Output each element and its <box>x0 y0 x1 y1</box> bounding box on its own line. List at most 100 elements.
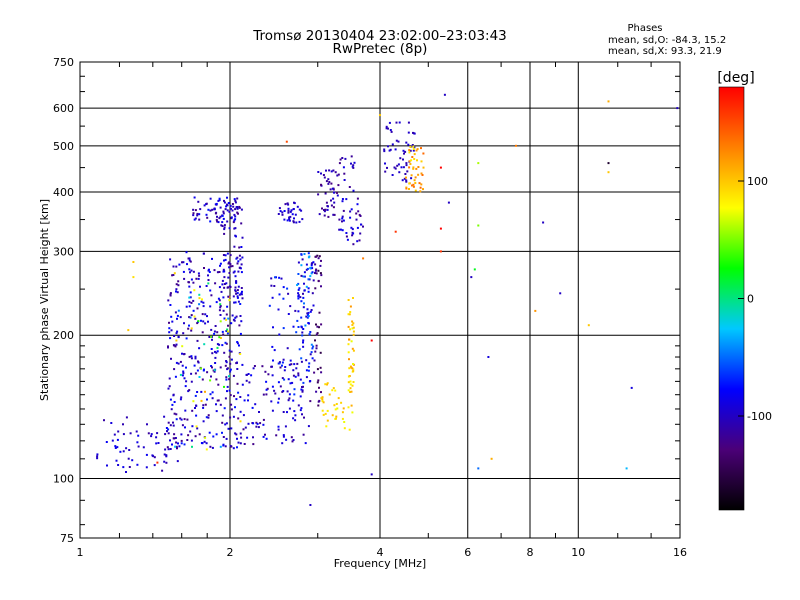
data-point <box>352 349 355 352</box>
data-point <box>337 184 340 187</box>
data-point <box>192 208 195 211</box>
data-point <box>298 348 301 351</box>
data-point <box>197 320 200 323</box>
data-point <box>245 379 248 382</box>
data-point <box>400 166 403 169</box>
data-point <box>407 121 410 124</box>
data-point <box>189 271 191 274</box>
data-point <box>213 370 216 373</box>
data-point <box>362 225 364 228</box>
data-point <box>319 264 322 267</box>
data-point <box>305 268 308 271</box>
data-point <box>407 131 410 134</box>
data-point <box>222 436 225 438</box>
data-point <box>293 217 295 220</box>
data-point <box>278 293 281 296</box>
data-point <box>347 351 350 354</box>
data-point <box>320 172 322 175</box>
data-point <box>240 436 243 439</box>
data-point <box>231 314 234 317</box>
data-point <box>313 359 316 362</box>
data-point <box>221 330 224 333</box>
data-point <box>351 165 354 168</box>
data-point <box>119 450 122 453</box>
data-point <box>559 292 562 295</box>
data-point <box>229 204 232 207</box>
data-point <box>216 350 219 353</box>
data-point <box>278 276 281 279</box>
data-point <box>236 211 239 214</box>
data-point <box>240 208 243 211</box>
data-point <box>168 331 171 334</box>
data-point <box>169 258 172 261</box>
data-point <box>335 417 337 420</box>
data-point <box>397 163 400 166</box>
data-point <box>202 404 205 407</box>
data-point <box>114 445 117 448</box>
data-point <box>225 378 228 381</box>
data-point <box>137 445 140 448</box>
data-point <box>238 205 241 208</box>
data-point <box>183 277 186 280</box>
data-point <box>226 328 229 331</box>
data-point <box>233 198 236 201</box>
data-point <box>210 328 213 331</box>
phases-title: Phases <box>627 23 662 34</box>
data-point <box>228 349 231 352</box>
data-point <box>359 232 362 235</box>
data-point <box>282 390 285 392</box>
data-point <box>328 181 331 183</box>
data-point <box>294 213 297 216</box>
data-point <box>298 287 301 290</box>
data-point <box>105 441 108 443</box>
data-point <box>206 398 208 401</box>
data-point <box>273 389 276 392</box>
data-point <box>287 399 290 402</box>
data-point <box>219 337 222 339</box>
data-point <box>352 322 355 325</box>
data-point <box>229 416 232 419</box>
data-point <box>190 301 193 304</box>
data-point <box>295 221 298 224</box>
data-point <box>277 428 280 431</box>
data-point <box>169 293 172 296</box>
data-point <box>316 325 319 328</box>
data-point <box>236 368 239 370</box>
data-point <box>230 403 233 406</box>
data-point <box>355 212 358 215</box>
data-point <box>167 387 170 390</box>
data-point <box>335 415 338 418</box>
data-point <box>110 422 113 424</box>
data-point <box>347 406 350 409</box>
data-point <box>181 374 184 377</box>
data-point <box>327 205 329 208</box>
data-point <box>222 270 225 273</box>
data-point <box>188 268 191 271</box>
data-point <box>271 374 274 377</box>
data-point <box>169 424 172 427</box>
data-point <box>191 425 194 428</box>
data-point <box>303 416 305 419</box>
data-point <box>277 381 280 384</box>
data-point <box>414 176 417 179</box>
data-point <box>207 208 210 211</box>
data-point <box>166 430 168 433</box>
data-point <box>362 257 365 260</box>
data-point <box>184 409 187 412</box>
data-point <box>228 299 231 302</box>
data-point <box>301 386 303 388</box>
data-point <box>170 329 173 332</box>
data-point <box>202 305 205 308</box>
data-point <box>233 219 236 222</box>
data-point <box>222 268 225 271</box>
data-point <box>155 436 158 439</box>
data-point <box>302 306 305 309</box>
data-point <box>317 379 320 382</box>
data-point <box>185 337 188 340</box>
data-point <box>125 416 128 419</box>
data-point <box>412 185 415 188</box>
data-point <box>221 414 224 417</box>
data-point <box>228 266 231 269</box>
data-point <box>215 301 218 304</box>
data-point <box>173 412 176 415</box>
